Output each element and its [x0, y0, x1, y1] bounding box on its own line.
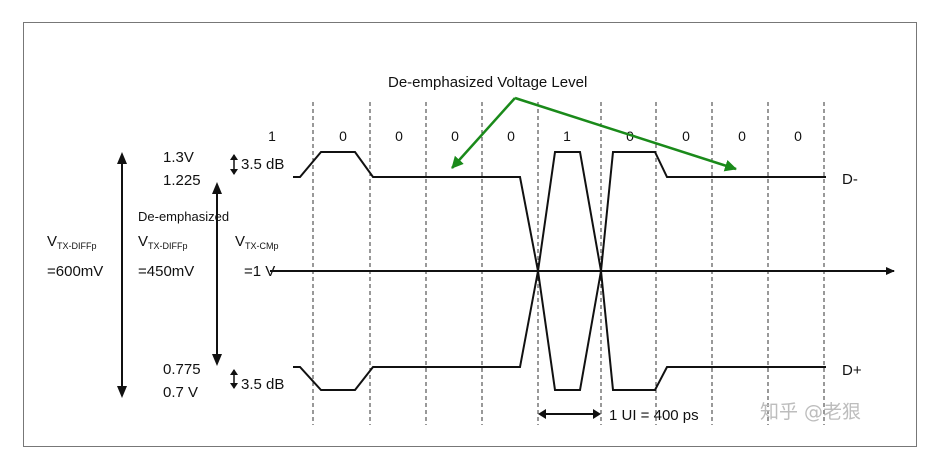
db-top-label: 3.5 dB — [241, 156, 284, 173]
bit-label: 0 — [395, 128, 403, 144]
bit-labels: 1 0 0 0 0 1 0 0 0 0 — [268, 128, 802, 144]
ui-measure-arrow — [538, 409, 601, 419]
dminus-waveform — [293, 151, 826, 272]
callout-arrow-right — [514, 96, 737, 172]
vtx-diff-label: VTX-DIFFp — [47, 233, 97, 251]
signal-dplus-label: D+ — [842, 362, 862, 379]
vtx-cm-value: =1 V — [244, 263, 275, 280]
bit-label: 1 — [563, 128, 571, 144]
vtx-diff-deemph-arrow — [212, 182, 222, 366]
callout-arrow-left — [451, 97, 516, 169]
bit-label: 0 — [339, 128, 347, 144]
bit-label: 0 — [794, 128, 802, 144]
bit-label: 0 — [507, 128, 515, 144]
level-top-deemph-label: 1.225 — [163, 172, 201, 189]
bit-label: 0 — [738, 128, 746, 144]
level-bottom-label: 0.7 V — [163, 384, 198, 401]
callout-arrows — [451, 96, 737, 172]
bit-gridlines — [312, 102, 825, 425]
dplus-waveform — [293, 270, 826, 391]
deemph-label: De-emphasized — [138, 209, 229, 224]
db-arrow-bottom — [230, 369, 238, 389]
level-top-label: 1.3V — [163, 149, 194, 166]
db-bottom-label: 3.5 dB — [241, 376, 284, 393]
bit-label: 0 — [451, 128, 459, 144]
bit-label: 1 — [268, 128, 276, 144]
watermark: 知乎 @老狠 — [760, 401, 861, 423]
ui-label: 1 UI = 400 ps — [609, 407, 699, 424]
vtx-diff-value: =600mV — [47, 263, 103, 280]
signal-dminus-label: D- — [842, 171, 858, 188]
level-bottom-deemph-label: 0.775 — [163, 361, 201, 378]
diagram-frame — [23, 22, 917, 447]
vtx-diff-arrow — [117, 152, 127, 398]
db-arrow-top — [230, 154, 238, 175]
vtx-diff-deemph-value: =450mV — [138, 263, 194, 280]
vtx-cm-label: VTX-CMp — [235, 233, 279, 251]
callout-label: De-emphasized Voltage Level — [388, 74, 587, 91]
vtx-diff-deemph-label: VTX-DIFFp — [138, 233, 188, 251]
bit-label: 0 — [682, 128, 690, 144]
